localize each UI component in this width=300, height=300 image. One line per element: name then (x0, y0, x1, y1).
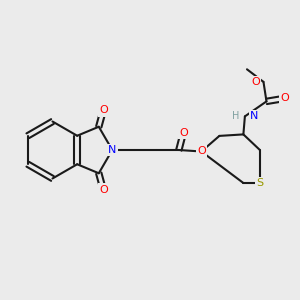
Text: O: O (99, 105, 108, 115)
Text: O: O (280, 93, 289, 103)
Text: N: N (250, 111, 259, 122)
Text: O: O (197, 146, 206, 157)
Text: O: O (251, 77, 260, 87)
Text: O: O (179, 128, 188, 138)
Text: O: O (99, 185, 108, 195)
Text: H: H (232, 111, 239, 122)
Text: N: N (108, 145, 116, 155)
Text: S: S (256, 178, 263, 188)
